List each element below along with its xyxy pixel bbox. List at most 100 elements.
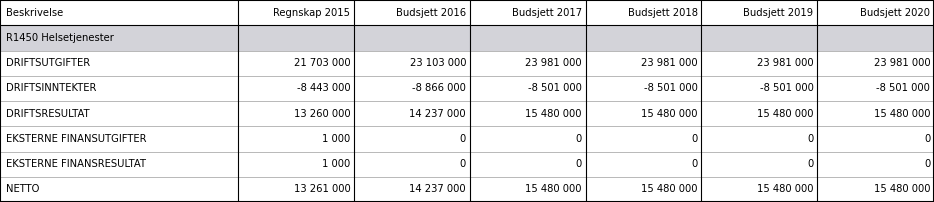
Bar	[701, 126, 817, 152]
Text: 23 981 000: 23 981 000	[873, 58, 930, 68]
Bar	[817, 126, 934, 152]
Text: 15 480 000: 15 480 000	[874, 109, 930, 119]
Text: 0: 0	[807, 134, 814, 144]
Text: 1 000: 1 000	[322, 159, 350, 169]
Text: -8 501 000: -8 501 000	[876, 83, 930, 93]
Text: 0: 0	[924, 134, 930, 144]
Text: 23 981 000: 23 981 000	[641, 58, 698, 68]
Text: Beskrivelse: Beskrivelse	[6, 8, 63, 18]
Bar	[238, 126, 354, 152]
Text: 0: 0	[575, 159, 582, 169]
Text: DRIFTSINNTEKTER: DRIFTSINNTEKTER	[6, 83, 96, 93]
Bar	[586, 177, 701, 202]
Bar	[0, 0, 238, 25]
Bar	[354, 50, 470, 76]
Bar	[238, 177, 354, 202]
Text: NETTO: NETTO	[6, 184, 39, 194]
Text: Budsjett 2020: Budsjett 2020	[860, 8, 930, 18]
Text: Budsjett 2018: Budsjett 2018	[628, 8, 698, 18]
Bar	[0, 126, 238, 152]
Text: 23 103 000: 23 103 000	[410, 58, 466, 68]
Bar	[0, 177, 238, 202]
Text: 21 703 000: 21 703 000	[293, 58, 350, 68]
Text: 15 480 000: 15 480 000	[757, 109, 814, 119]
Bar	[354, 177, 470, 202]
Text: 15 480 000: 15 480 000	[874, 184, 930, 194]
Text: -8 866 000: -8 866 000	[412, 83, 466, 93]
Text: 0: 0	[575, 134, 582, 144]
Text: 15 480 000: 15 480 000	[642, 109, 698, 119]
Bar	[701, 0, 817, 25]
Text: Budsjett 2017: Budsjett 2017	[512, 8, 582, 18]
Text: Budsjett 2016: Budsjett 2016	[396, 8, 466, 18]
Bar	[0, 76, 238, 101]
Bar	[586, 0, 701, 25]
Bar	[817, 152, 934, 177]
Text: 0: 0	[460, 134, 466, 144]
Bar	[586, 101, 701, 126]
Bar	[238, 50, 354, 76]
Bar	[238, 152, 354, 177]
Text: 15 480 000: 15 480 000	[642, 184, 698, 194]
Bar	[701, 50, 817, 76]
Bar	[238, 76, 354, 101]
Bar	[354, 152, 470, 177]
Bar	[817, 177, 934, 202]
Bar	[586, 76, 701, 101]
Text: 23 981 000: 23 981 000	[757, 58, 814, 68]
Bar	[701, 177, 817, 202]
Text: 23 981 000: 23 981 000	[525, 58, 582, 68]
Bar	[817, 50, 934, 76]
Bar	[354, 0, 470, 25]
Text: EKSTERNE FINANSRESULTAT: EKSTERNE FINANSRESULTAT	[6, 159, 146, 169]
Bar	[354, 76, 470, 101]
Text: R1450 Helsetjenester: R1450 Helsetjenester	[6, 33, 113, 43]
Text: 15 480 000: 15 480 000	[757, 184, 814, 194]
Bar	[0, 25, 934, 50]
Bar	[470, 50, 586, 76]
Bar	[470, 101, 586, 126]
Bar	[817, 76, 934, 101]
Text: 14 237 000: 14 237 000	[409, 109, 466, 119]
Bar	[586, 50, 701, 76]
Bar	[701, 101, 817, 126]
Text: 13 260 000: 13 260 000	[293, 109, 350, 119]
Text: Budsjett 2019: Budsjett 2019	[743, 8, 814, 18]
Bar	[238, 101, 354, 126]
Text: 0: 0	[691, 134, 698, 144]
Bar	[701, 76, 817, 101]
Bar	[470, 152, 586, 177]
Bar	[470, 76, 586, 101]
Text: -8 443 000: -8 443 000	[297, 83, 350, 93]
Bar	[586, 126, 701, 152]
Bar	[0, 50, 238, 76]
Text: 1 000: 1 000	[322, 134, 350, 144]
Text: DRIFTSUTGIFTER: DRIFTSUTGIFTER	[6, 58, 90, 68]
Text: 0: 0	[924, 159, 930, 169]
Text: 13 261 000: 13 261 000	[293, 184, 350, 194]
Text: DRIFTSRESULTAT: DRIFTSRESULTAT	[6, 109, 90, 119]
Bar	[0, 101, 238, 126]
Bar	[354, 101, 470, 126]
Text: -8 501 000: -8 501 000	[759, 83, 814, 93]
Text: 0: 0	[460, 159, 466, 169]
Text: 15 480 000: 15 480 000	[526, 109, 582, 119]
Bar	[470, 177, 586, 202]
Bar	[470, 0, 586, 25]
Text: 0: 0	[807, 159, 814, 169]
Text: 15 480 000: 15 480 000	[526, 184, 582, 194]
Bar	[817, 0, 934, 25]
Bar	[354, 126, 470, 152]
Bar	[817, 101, 934, 126]
Bar	[238, 0, 354, 25]
Text: -8 501 000: -8 501 000	[528, 83, 582, 93]
Bar	[0, 152, 238, 177]
Text: 0: 0	[691, 159, 698, 169]
Bar	[470, 126, 586, 152]
Text: -8 501 000: -8 501 000	[644, 83, 698, 93]
Bar	[701, 152, 817, 177]
Text: 14 237 000: 14 237 000	[409, 184, 466, 194]
Bar	[586, 152, 701, 177]
Text: Regnskap 2015: Regnskap 2015	[274, 8, 350, 18]
Text: EKSTERNE FINANSUTGIFTER: EKSTERNE FINANSUTGIFTER	[6, 134, 146, 144]
